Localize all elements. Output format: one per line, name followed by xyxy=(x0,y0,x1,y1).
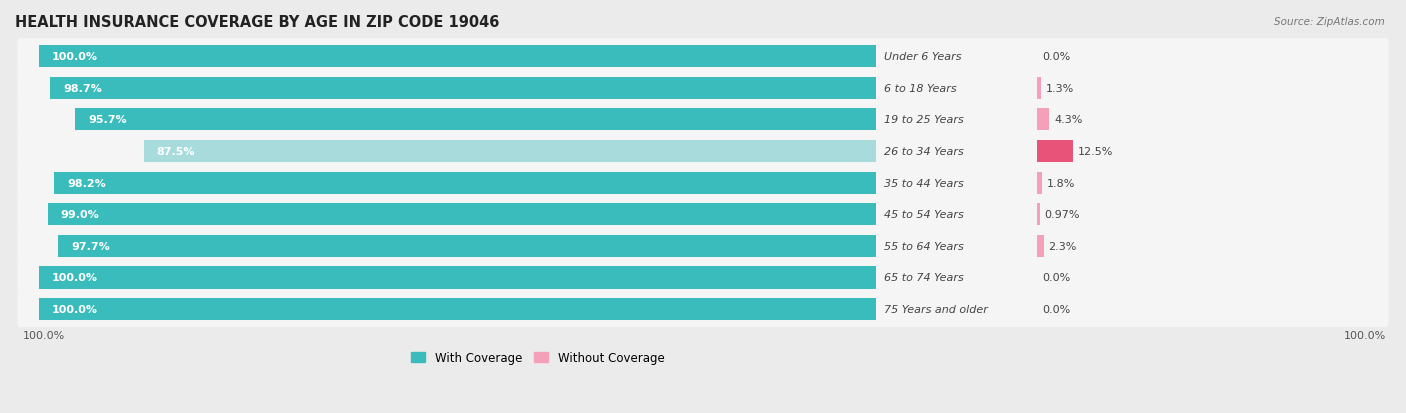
Text: 95.7%: 95.7% xyxy=(89,115,127,125)
Bar xyxy=(1038,140,1073,163)
FancyBboxPatch shape xyxy=(17,134,1389,170)
Text: Under 6 Years: Under 6 Years xyxy=(884,52,962,62)
Text: 100.0%: 100.0% xyxy=(22,330,65,340)
Text: 1.3%: 1.3% xyxy=(1046,83,1074,93)
Text: 98.7%: 98.7% xyxy=(63,83,101,93)
Text: 65 to 74 Years: 65 to 74 Years xyxy=(884,273,963,283)
FancyBboxPatch shape xyxy=(17,102,1389,138)
Bar xyxy=(39,46,876,68)
Text: 100.0%: 100.0% xyxy=(52,273,98,283)
Bar xyxy=(1038,109,1049,131)
Text: 99.0%: 99.0% xyxy=(60,210,100,220)
Text: 55 to 64 Years: 55 to 64 Years xyxy=(884,241,963,251)
Text: Source: ZipAtlas.com: Source: ZipAtlas.com xyxy=(1274,17,1385,26)
Text: 19 to 25 Years: 19 to 25 Years xyxy=(884,115,963,125)
FancyBboxPatch shape xyxy=(17,291,1389,328)
Bar xyxy=(1038,78,1040,100)
FancyBboxPatch shape xyxy=(17,197,1389,233)
FancyBboxPatch shape xyxy=(17,260,1389,296)
Text: 87.5%: 87.5% xyxy=(156,147,195,157)
Text: 0.97%: 0.97% xyxy=(1045,210,1080,220)
Bar xyxy=(51,78,876,100)
Text: 0.0%: 0.0% xyxy=(1042,304,1070,314)
Bar xyxy=(1038,204,1040,226)
Text: 97.7%: 97.7% xyxy=(72,241,110,251)
Bar xyxy=(143,140,876,163)
FancyBboxPatch shape xyxy=(17,228,1389,264)
Text: 100.0%: 100.0% xyxy=(52,52,98,62)
Bar xyxy=(1038,235,1043,257)
Text: 100.0%: 100.0% xyxy=(1344,330,1386,340)
Text: 4.3%: 4.3% xyxy=(1054,115,1083,125)
FancyBboxPatch shape xyxy=(17,39,1389,75)
Bar xyxy=(59,235,876,257)
Text: 26 to 34 Years: 26 to 34 Years xyxy=(884,147,963,157)
FancyBboxPatch shape xyxy=(17,71,1389,107)
Text: 0.0%: 0.0% xyxy=(1042,52,1070,62)
Bar xyxy=(39,298,876,320)
Text: 98.2%: 98.2% xyxy=(67,178,105,188)
FancyBboxPatch shape xyxy=(17,165,1389,201)
Text: 2.3%: 2.3% xyxy=(1049,241,1077,251)
Bar xyxy=(39,267,876,289)
Text: 35 to 44 Years: 35 to 44 Years xyxy=(884,178,963,188)
Text: 1.8%: 1.8% xyxy=(1047,178,1076,188)
Text: 12.5%: 12.5% xyxy=(1078,147,1114,157)
Bar xyxy=(55,172,876,194)
Text: 6 to 18 Years: 6 to 18 Years xyxy=(884,83,956,93)
Bar xyxy=(48,204,876,226)
Bar xyxy=(75,109,876,131)
Text: HEALTH INSURANCE COVERAGE BY AGE IN ZIP CODE 19046: HEALTH INSURANCE COVERAGE BY AGE IN ZIP … xyxy=(15,15,499,30)
Text: 45 to 54 Years: 45 to 54 Years xyxy=(884,210,963,220)
Text: 75 Years and older: 75 Years and older xyxy=(884,304,988,314)
Legend: With Coverage, Without Coverage: With Coverage, Without Coverage xyxy=(406,347,669,369)
Text: 0.0%: 0.0% xyxy=(1042,273,1070,283)
Text: 100.0%: 100.0% xyxy=(52,304,98,314)
Bar xyxy=(1038,172,1042,194)
